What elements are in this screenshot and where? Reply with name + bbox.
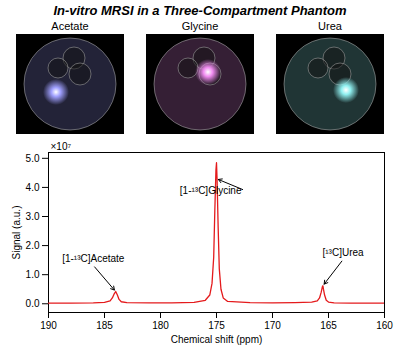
svg-text:2.0: 2.0	[26, 240, 40, 251]
svg-text:165: 165	[320, 320, 337, 331]
svg-text:1.0: 1.0	[26, 269, 40, 280]
svg-text:190: 190	[40, 320, 57, 331]
html-text:In-vitro MRSI in a Three-Compa: In-vitro MRSI in a Three-Compartment Pha…	[53, 3, 347, 18]
html-text:Urea: Urea	[318, 20, 342, 32]
svg-text:3.0: 3.0	[26, 211, 40, 222]
svg-text:170: 170	[264, 320, 281, 331]
svg-text:[1-¹³C]Acetate: [1-¹³C]Acetate	[62, 253, 125, 264]
svg-text:175: 175	[208, 320, 225, 331]
svg-text:Chemical shift (ppm): Chemical shift (ppm)	[171, 334, 263, 345]
html-text:Acetate: Acetate	[51, 20, 89, 32]
svg-text:180: 180	[152, 320, 169, 331]
svg-text:0.0: 0.0	[26, 298, 40, 309]
svg-text:[¹³C]Urea: [¹³C]Urea	[322, 247, 364, 258]
svg-text:[1-¹³C]Glycine: [1-¹³C]Glycine	[180, 185, 242, 196]
svg-text:Signal (a.u.): Signal (a.u.)	[11, 206, 22, 260]
svg-text:160: 160	[376, 320, 393, 331]
svg-text:4.0: 4.0	[26, 182, 40, 193]
svg-text:5.0: 5.0	[26, 153, 40, 164]
html-text:Glycine: Glycine	[181, 20, 219, 32]
svg-text:×10⁷: ×10⁷	[51, 141, 72, 152]
svg-text:185: 185	[96, 320, 113, 331]
